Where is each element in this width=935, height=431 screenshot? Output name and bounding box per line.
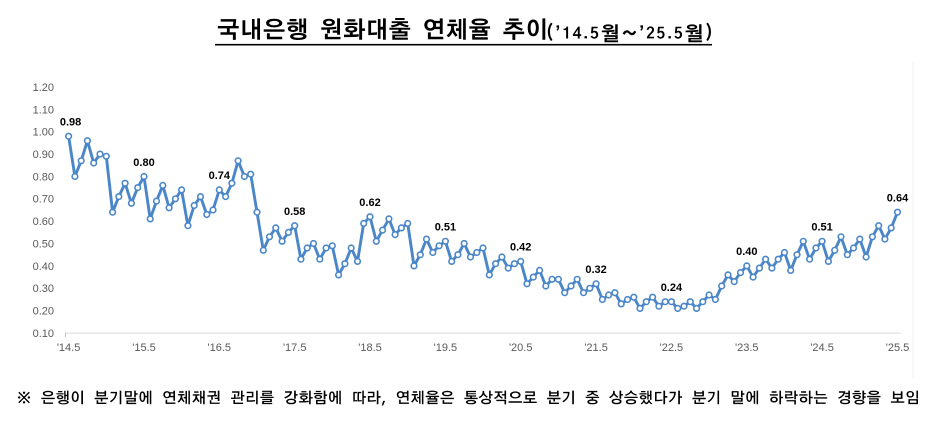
svg-text:0.32: 0.32	[585, 264, 606, 276]
svg-text:0.50: 0.50	[33, 238, 54, 250]
svg-text:0.40: 0.40	[736, 246, 757, 258]
svg-text:0.80: 0.80	[133, 157, 154, 169]
svg-text:0.40: 0.40	[33, 261, 54, 273]
svg-text:0.51: 0.51	[435, 222, 456, 234]
svg-text:'25.5: '25.5	[886, 342, 910, 354]
svg-text:0.20: 0.20	[33, 306, 54, 318]
svg-text:1.20: 1.20	[33, 82, 54, 94]
svg-text:0.60: 0.60	[33, 216, 54, 228]
svg-text:'23.5: '23.5	[735, 342, 759, 354]
svg-text:'14.5: '14.5	[57, 342, 81, 354]
svg-text:0.90: 0.90	[33, 149, 54, 161]
svg-text:0.80: 0.80	[33, 171, 54, 183]
svg-text:0.58: 0.58	[284, 206, 305, 218]
svg-text:0.98: 0.98	[60, 117, 81, 129]
svg-text:0.62: 0.62	[359, 197, 380, 209]
svg-text:'21.5: '21.5	[584, 342, 608, 354]
svg-text:1.10: 1.10	[33, 104, 54, 116]
svg-text:'20.5: '20.5	[509, 342, 533, 354]
svg-text:'17.5: '17.5	[283, 342, 307, 354]
svg-text:'18.5: '18.5	[358, 342, 382, 354]
svg-text:0.10: 0.10	[33, 328, 54, 340]
svg-text:0.30: 0.30	[33, 283, 54, 295]
svg-text:'24.5: '24.5	[810, 342, 834, 354]
svg-text:0.51: 0.51	[811, 222, 832, 234]
svg-text:'22.5: '22.5	[660, 342, 684, 354]
svg-text:0.24: 0.24	[661, 282, 683, 294]
svg-text:0.64: 0.64	[887, 193, 909, 205]
svg-text:0.42: 0.42	[510, 242, 531, 254]
svg-text:'16.5: '16.5	[208, 342, 232, 354]
svg-text:'19.5: '19.5	[434, 342, 458, 354]
svg-text:0.74: 0.74	[209, 170, 231, 182]
svg-text:'15.5: '15.5	[132, 342, 156, 354]
svg-text:0.70: 0.70	[33, 194, 54, 206]
svg-text:1.00: 1.00	[33, 127, 54, 139]
